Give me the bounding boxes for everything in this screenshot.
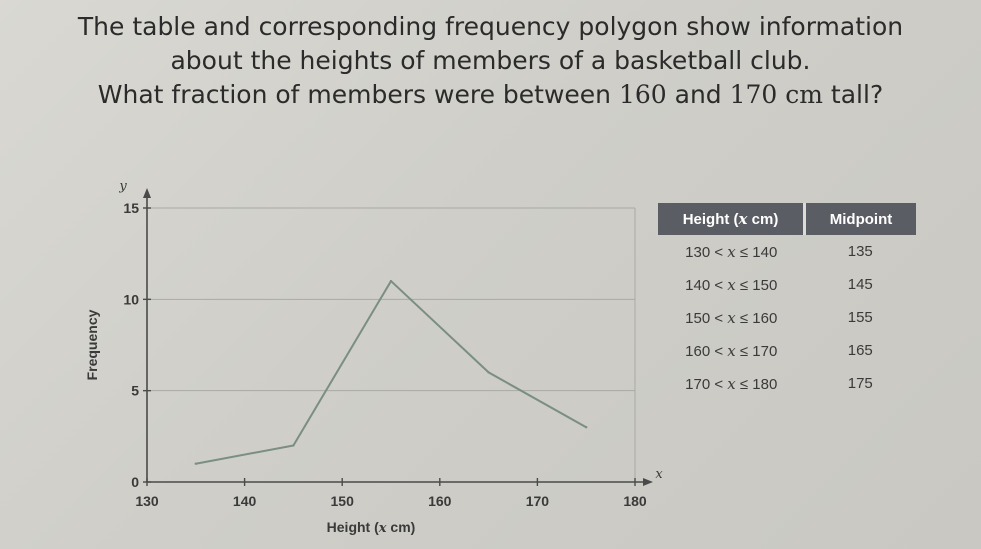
- x-axis-variable: x: [655, 467, 663, 482]
- x-axis-title-text: cm): [387, 519, 416, 535]
- midpoint-cell: 145: [847, 276, 873, 293]
- data-point: [487, 371, 490, 374]
- table-row: 130 < x ≤ 140 135: [658, 235, 916, 268]
- x-axis-title-text: Height (: [327, 519, 379, 535]
- x-tick-label: 140: [233, 493, 257, 509]
- variable-x: x: [727, 308, 736, 327]
- y-axis-arrow: [143, 188, 151, 198]
- question-value-a: 160: [618, 80, 667, 109]
- interval-cell: 150 < x ≤ 160: [685, 308, 778, 327]
- y-tick-label: 5: [131, 383, 139, 399]
- midpoint-cell: 135: [847, 243, 873, 260]
- interval-cell: 170 < x ≤ 180: [685, 374, 778, 393]
- y-axis-variable: y: [118, 179, 127, 194]
- x-tick-label: 180: [623, 493, 647, 509]
- x-axis-arrow: [643, 478, 653, 486]
- header-midpoint: Midpoint: [804, 203, 916, 235]
- question-line-3-post: tall?: [822, 80, 884, 109]
- variable-x: x: [727, 275, 736, 294]
- x-tick-label: 150: [331, 493, 355, 509]
- y-axis-title: Frequency: [84, 309, 100, 380]
- table-row: 150 < x ≤ 160 155: [658, 301, 916, 334]
- frequency-polygon-chart: 0 5 10 15 130 140 150 160 170 180 y x Height (x cm) F…: [55, 170, 665, 540]
- data-point: [194, 462, 197, 465]
- variable-x: x: [738, 210, 748, 228]
- variable-x: x: [727, 341, 736, 360]
- x-tick-label: 130: [135, 493, 159, 509]
- frequency-polygon-line: [195, 280, 587, 465]
- table-row: 160 < x ≤ 170 165: [658, 334, 916, 367]
- question-line-1: The table and corresponding frequency po…: [77, 12, 904, 41]
- question-line-3-pre: What fraction of members were between: [97, 80, 619, 109]
- data-point: [292, 444, 295, 447]
- y-tick-label: 0: [131, 474, 139, 490]
- x-tick-label: 160: [428, 493, 452, 509]
- data-point: [585, 426, 588, 429]
- question-value-b: 170 cm: [729, 80, 823, 109]
- midpoint-cell: 165: [847, 342, 873, 359]
- y-tick-label: 10: [123, 291, 139, 307]
- midpoint-cell: 155: [847, 309, 873, 326]
- y-tick-label: 15: [123, 200, 139, 216]
- question-text: The table and corresponding frequency po…: [0, 10, 981, 112]
- table-header-row: Height (x cm) Midpoint: [658, 203, 916, 235]
- table-row: 140 < x ≤ 150 145: [658, 268, 916, 301]
- question-line-3: What fraction of members were between 16…: [0, 78, 981, 112]
- variable-x: x: [727, 242, 736, 261]
- midpoint-cell: 175: [847, 375, 873, 392]
- variable-x: x: [727, 374, 736, 393]
- x-tick-label: 170: [526, 493, 550, 509]
- question-line-3-mid: and: [666, 80, 730, 109]
- interval-cell: 160 < x ≤ 170: [685, 341, 778, 360]
- table-row: 170 < x ≤ 180 175: [658, 367, 916, 400]
- interval-cell: 130 < x ≤ 140: [685, 242, 778, 261]
- height-frequency-table: Height (x cm) Midpoint 130 < x ≤ 140 135 …: [658, 203, 916, 400]
- variable-x: x: [378, 521, 387, 536]
- question-line-2: about the heights of members of a basket…: [170, 46, 811, 75]
- header-height: Height (x cm): [658, 203, 806, 235]
- data-point: [389, 279, 393, 283]
- interval-cell: 140 < x ≤ 150: [685, 275, 778, 294]
- x-axis-title: Height (x cm): [327, 519, 416, 536]
